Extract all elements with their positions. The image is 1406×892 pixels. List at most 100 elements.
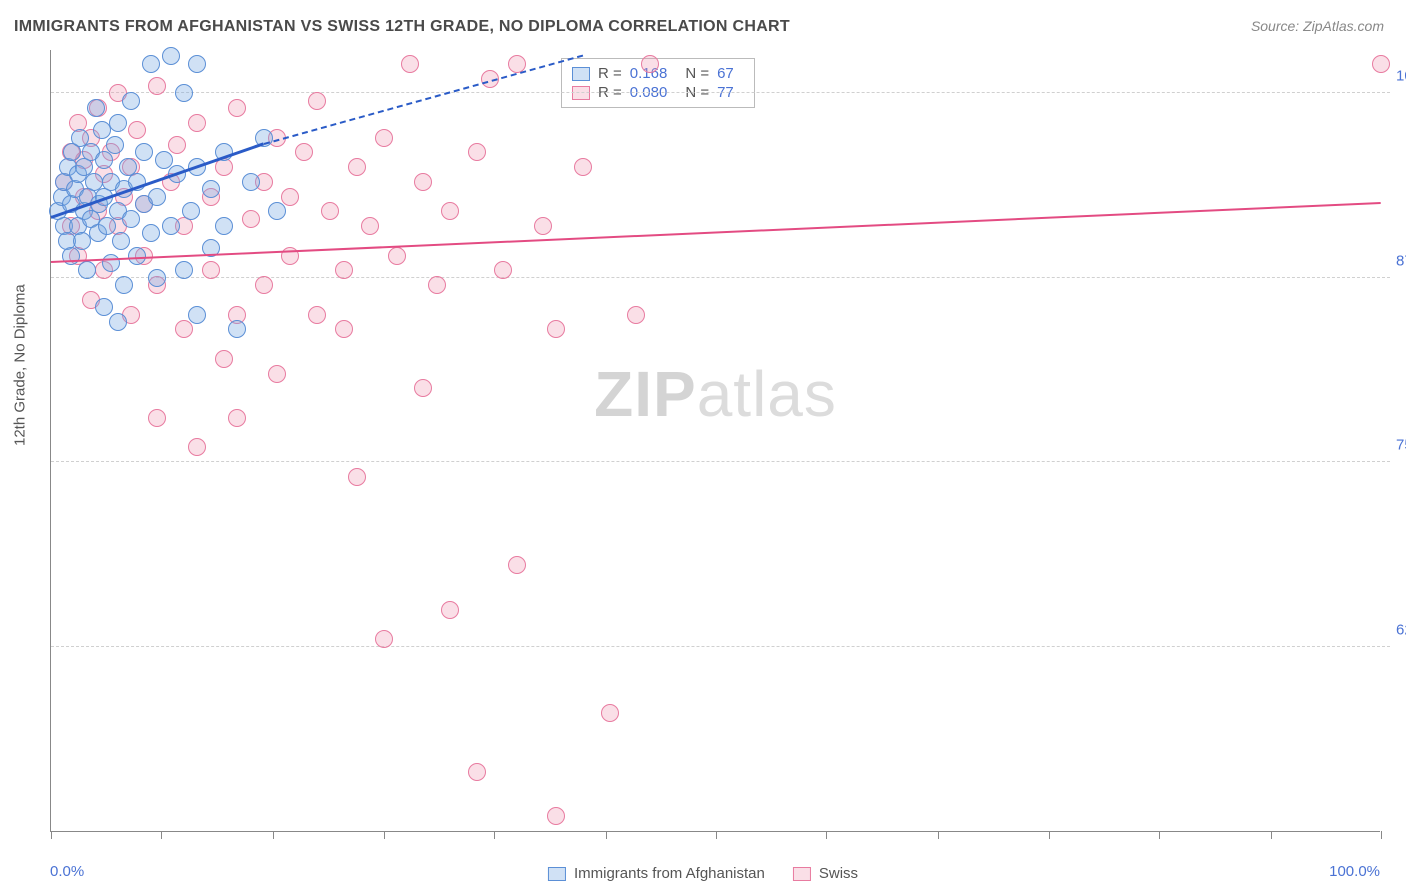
data-point-swiss xyxy=(168,136,186,154)
data-point-swiss xyxy=(175,320,193,338)
data-point-swiss xyxy=(361,217,379,235)
x-tick xyxy=(51,831,52,839)
data-point-afghan xyxy=(102,254,120,272)
x-tick xyxy=(1159,831,1160,839)
data-point-swiss xyxy=(1372,55,1390,73)
data-point-swiss xyxy=(228,409,246,427)
data-point-swiss xyxy=(414,379,432,397)
scatter-plot-area: ZIPatlas R =0.168N =67R =0.080N =77 62.5… xyxy=(50,50,1380,832)
r-label: R = xyxy=(598,65,622,82)
data-point-afghan xyxy=(182,202,200,220)
x-tick xyxy=(384,831,385,839)
data-point-afghan xyxy=(175,84,193,102)
data-point-afghan xyxy=(148,188,166,206)
data-point-afghan xyxy=(202,180,220,198)
data-point-afghan xyxy=(242,173,260,191)
data-point-swiss xyxy=(388,247,406,265)
n-value: 67 xyxy=(717,65,734,82)
data-point-afghan xyxy=(115,276,133,294)
data-point-swiss xyxy=(335,261,353,279)
data-point-swiss xyxy=(268,365,286,383)
legend-label-swiss: Swiss xyxy=(819,865,858,882)
data-point-swiss xyxy=(215,350,233,368)
data-point-swiss xyxy=(508,556,526,574)
data-point-afghan xyxy=(98,217,116,235)
data-point-swiss xyxy=(348,158,366,176)
y-tick-label: 75.0% xyxy=(1390,437,1406,454)
data-point-swiss xyxy=(321,202,339,220)
data-point-afghan xyxy=(87,99,105,117)
x-tick xyxy=(161,831,162,839)
x-tick xyxy=(273,831,274,839)
data-point-afghan xyxy=(142,55,160,73)
data-point-swiss xyxy=(494,261,512,279)
data-point-swiss xyxy=(348,468,366,486)
data-point-afghan xyxy=(109,114,127,132)
x-tick xyxy=(1049,831,1050,839)
data-point-swiss xyxy=(281,188,299,206)
data-point-afghan xyxy=(106,136,124,154)
x-tick xyxy=(938,831,939,839)
data-point-swiss xyxy=(128,121,146,139)
gridline xyxy=(51,277,1390,278)
data-point-afghan xyxy=(175,261,193,279)
data-point-swiss xyxy=(574,158,592,176)
gridline xyxy=(51,92,1390,93)
watermark-light: atlas xyxy=(697,358,837,430)
data-point-afghan xyxy=(95,151,113,169)
chart-title: IMMIGRANTS FROM AFGHANISTAN VS SWISS 12T… xyxy=(14,18,790,36)
series-legend: Immigrants from Afghanistan Swiss xyxy=(548,865,858,882)
watermark-bold: ZIP xyxy=(594,358,697,430)
data-point-swiss xyxy=(375,129,393,147)
data-point-swiss xyxy=(375,630,393,648)
data-point-afghan xyxy=(148,269,166,287)
stats-swatch xyxy=(572,67,590,81)
data-point-swiss xyxy=(242,210,260,228)
watermark: ZIPatlas xyxy=(594,357,837,431)
x-tick xyxy=(716,831,717,839)
x-axis-min-label: 0.0% xyxy=(50,863,84,880)
y-tick-label: 62.5% xyxy=(1390,621,1406,638)
y-tick-label: 100.0% xyxy=(1390,68,1406,85)
gridline xyxy=(51,646,1390,647)
data-point-afghan xyxy=(155,151,173,169)
data-point-swiss xyxy=(641,55,659,73)
data-point-afghan xyxy=(215,217,233,235)
legend-item-afghan: Immigrants from Afghanistan xyxy=(548,865,765,882)
y-axis-title: 12th Grade, No Diploma xyxy=(12,284,29,446)
data-point-afghan xyxy=(128,247,146,265)
x-tick xyxy=(1271,831,1272,839)
data-point-swiss xyxy=(534,217,552,235)
data-point-swiss xyxy=(627,306,645,324)
data-point-swiss xyxy=(308,92,326,110)
data-point-swiss xyxy=(228,99,246,117)
data-point-swiss xyxy=(601,704,619,722)
data-point-afghan xyxy=(78,261,96,279)
data-point-swiss xyxy=(202,261,220,279)
data-point-afghan xyxy=(162,47,180,65)
source-attribution: Source: ZipAtlas.com xyxy=(1251,18,1384,34)
data-point-afghan xyxy=(268,202,286,220)
data-point-swiss xyxy=(188,438,206,456)
data-point-swiss xyxy=(308,306,326,324)
x-tick xyxy=(494,831,495,839)
x-tick xyxy=(606,831,607,839)
x-tick xyxy=(826,831,827,839)
stats-row-afghan: R =0.168N =67 xyxy=(572,65,744,82)
data-point-swiss xyxy=(468,763,486,781)
data-point-swiss xyxy=(335,320,353,338)
data-point-afghan xyxy=(228,320,246,338)
data-point-afghan xyxy=(122,92,140,110)
data-point-swiss xyxy=(547,320,565,338)
x-tick xyxy=(1381,831,1382,839)
data-point-afghan xyxy=(188,306,206,324)
legend-swatch-swiss xyxy=(793,867,811,881)
n-label: N = xyxy=(685,65,709,82)
legend-swatch-afghan xyxy=(548,867,566,881)
data-point-swiss xyxy=(295,143,313,161)
data-point-swiss xyxy=(441,601,459,619)
data-point-swiss xyxy=(414,173,432,191)
x-axis-max-label: 100.0% xyxy=(1329,863,1380,880)
data-point-swiss xyxy=(547,807,565,825)
data-point-swiss xyxy=(148,77,166,95)
